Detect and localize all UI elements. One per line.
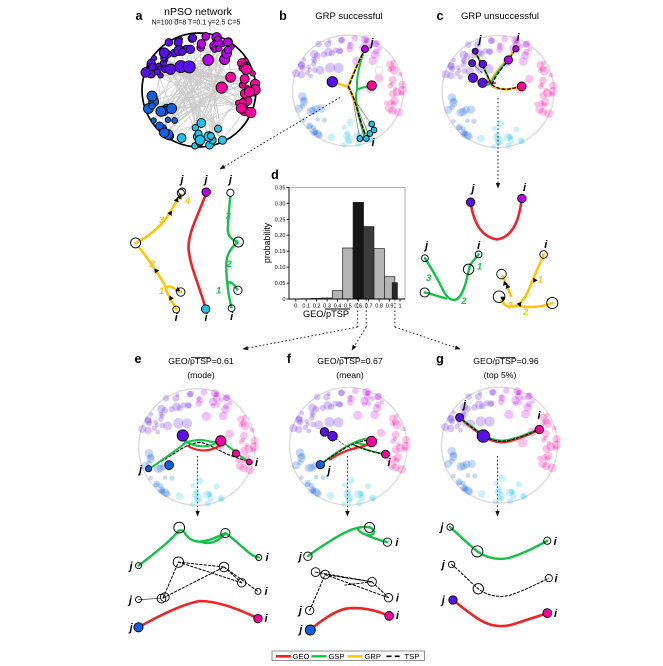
svg-text:3: 3 [426, 273, 432, 284]
svg-text:GEO/pTSP: GEO/pTSP [303, 309, 349, 319]
svg-text:0.9: 0.9 [386, 304, 394, 310]
svg-text:g: g [436, 352, 444, 366]
svg-text:GSP: GSP [329, 652, 345, 661]
svg-text:2: 2 [522, 307, 529, 318]
svg-text:4: 4 [184, 196, 191, 207]
svg-text:0: 0 [282, 297, 285, 303]
svg-text:GRP: GRP [365, 652, 381, 661]
svg-text:GRP unsuccessful: GRP unsuccessful [461, 11, 539, 22]
svg-text:(top 5%): (top 5%) [484, 370, 517, 380]
svg-text:0.25: 0.25 [275, 217, 286, 223]
svg-text:a: a [136, 9, 144, 23]
svg-text:GRP successful: GRP successful [315, 11, 382, 22]
svg-text:1: 1 [477, 262, 482, 273]
svg-text:1: 1 [538, 275, 543, 286]
svg-text:3: 3 [507, 301, 513, 312]
svg-text:3: 3 [159, 215, 165, 226]
svg-text:c: c [437, 9, 444, 23]
svg-text:0.15: 0.15 [275, 249, 286, 255]
svg-text:0.35: 0.35 [275, 185, 286, 191]
svg-text:0.6: 0.6 [354, 304, 362, 310]
svg-text:2: 2 [226, 259, 233, 270]
svg-text:TSP: TSP [405, 652, 420, 661]
svg-text:1: 1 [216, 286, 221, 297]
svg-text:e: e [135, 352, 142, 366]
svg-text:N=100 d̅=8 T=0.1 γ=2.5 C=5: N=100 d̅=8 T=0.1 γ=2.5 C=5 [152, 20, 241, 27]
svg-text:0: 0 [294, 304, 297, 310]
svg-text:(mean): (mean) [336, 370, 364, 380]
svg-text:0.7: 0.7 [365, 304, 373, 310]
svg-text:b: b [279, 9, 287, 23]
svg-text:1: 1 [398, 304, 401, 310]
svg-text:probability: probability [262, 222, 272, 263]
svg-text:2: 2 [149, 259, 156, 270]
svg-text:0.30: 0.30 [275, 201, 286, 207]
svg-text:0.20: 0.20 [275, 233, 286, 239]
svg-text:3: 3 [226, 211, 232, 222]
svg-text:0.05: 0.05 [275, 281, 286, 287]
svg-text:d: d [271, 168, 279, 182]
svg-text:0.8: 0.8 [375, 304, 383, 310]
svg-text:1: 1 [159, 286, 164, 297]
svg-text:GEO: GEO [293, 652, 310, 661]
svg-text:(mode): (mode) [187, 370, 215, 380]
svg-text:2: 2 [460, 296, 467, 307]
svg-text:nPSO network: nPSO network [164, 6, 232, 18]
svg-text:0.10: 0.10 [275, 265, 286, 271]
